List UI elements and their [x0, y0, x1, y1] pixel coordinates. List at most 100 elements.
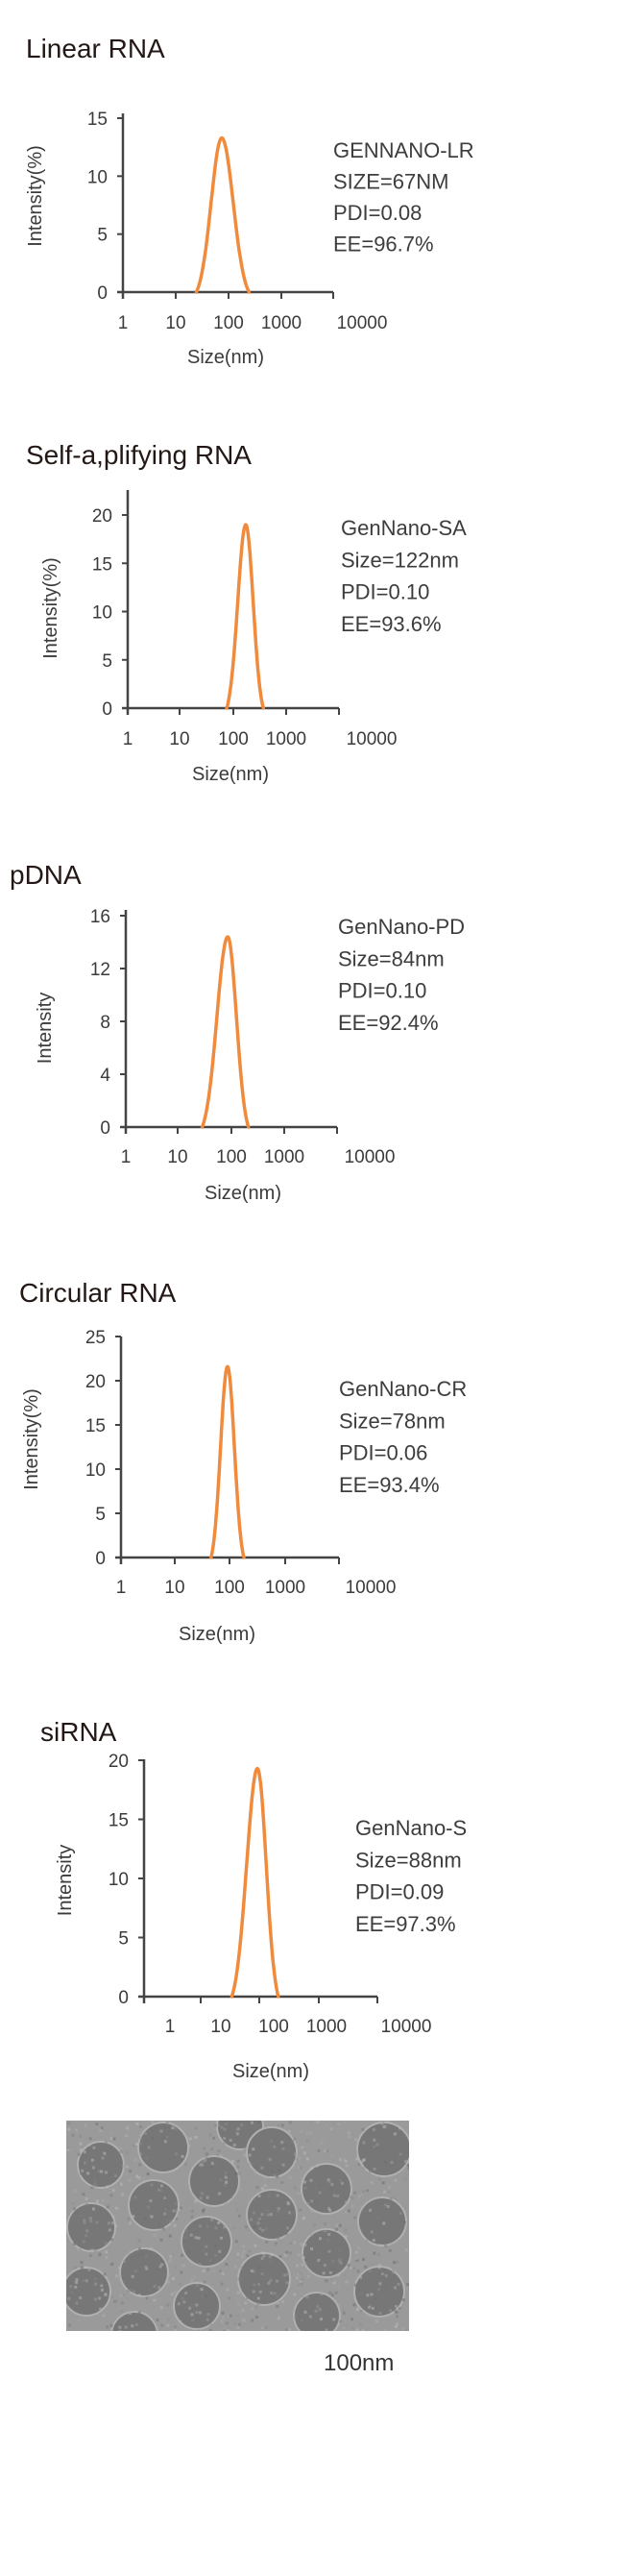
noise-speck: [234, 2201, 238, 2205]
noise-speck: [344, 2159, 348, 2163]
noise-speck: [277, 2317, 280, 2320]
noise-speck: [235, 2208, 239, 2212]
noise-speck: [67, 2312, 71, 2316]
noise-speck: [206, 2268, 210, 2271]
noise-speck: [224, 2175, 228, 2179]
noise-speck: [88, 2254, 92, 2258]
noise-speck: [219, 2236, 223, 2240]
noise-speck: [178, 2208, 181, 2211]
noise-speck: [362, 2166, 366, 2170]
noise-speck: [244, 2225, 248, 2229]
noise-speck: [237, 2214, 241, 2218]
noise-speck: [365, 2314, 369, 2318]
noise-speck: [265, 2240, 269, 2244]
noise-speck: [326, 2149, 329, 2153]
noise-speck: [374, 2147, 378, 2150]
nanoparticle: [293, 2292, 341, 2331]
noise-speck: [93, 2184, 97, 2188]
x-axis-label: Size(nm): [187, 347, 264, 368]
noise-speck: [281, 2147, 285, 2150]
noise-speck: [343, 2121, 347, 2124]
noise-speck: [163, 2212, 167, 2216]
noise-speck: [394, 2325, 398, 2328]
noise-speck: [240, 2122, 244, 2126]
legend-line: SIZE=67NM: [333, 170, 448, 194]
noise-speck: [221, 2316, 225, 2319]
noise-speck: [151, 2136, 155, 2140]
noise-speck: [317, 2149, 321, 2152]
noise-speck: [298, 2253, 302, 2257]
noise-speck: [264, 2229, 268, 2233]
noise-speck: [310, 2209, 314, 2213]
noise-speck: [163, 2140, 167, 2144]
noise-speck: [326, 2238, 330, 2242]
noise-speck: [212, 2136, 215, 2140]
noise-speck: [213, 2245, 217, 2248]
noise-speck: [109, 2243, 112, 2246]
noise-speck: [80, 2171, 83, 2175]
noise-speck: [310, 2233, 313, 2237]
noise-speck: [205, 2196, 209, 2199]
noise-speck: [170, 2293, 174, 2296]
noise-speck: [107, 2221, 110, 2225]
y-tick-label: 5: [118, 1929, 129, 1950]
noise-speck: [257, 2217, 261, 2220]
noise-speck: [133, 2158, 137, 2162]
noise-speck: [137, 2176, 141, 2180]
noise-speck: [296, 2264, 299, 2268]
nanoparticle: [302, 2228, 351, 2278]
noise-speck: [71, 2133, 75, 2137]
noise-speck: [135, 2262, 139, 2266]
noise-speck: [217, 2149, 221, 2152]
noise-speck: [94, 2297, 98, 2301]
noise-speck: [317, 2258, 321, 2262]
noise-speck: [85, 2203, 88, 2207]
noise-speck: [165, 2136, 169, 2139]
noise-speck: [260, 2213, 264, 2217]
noise-speck: [399, 2212, 402, 2215]
noise-speck: [246, 2254, 250, 2258]
noise-speck: [330, 2154, 334, 2158]
noise-speck: [163, 2196, 167, 2200]
noise-speck: [81, 2169, 85, 2172]
y-tick-label: 0: [102, 699, 112, 720]
noise-speck: [110, 2221, 114, 2225]
noise-speck: [322, 2271, 326, 2275]
noise-speck: [287, 2148, 291, 2152]
noise-speck: [91, 2166, 95, 2170]
noise-speck: [137, 2311, 141, 2315]
noise-speck: [205, 2252, 208, 2256]
noise-speck: [256, 2221, 260, 2225]
noise-speck: [166, 2323, 170, 2327]
noise-speck: [305, 2157, 309, 2161]
noise-speck: [129, 2170, 132, 2173]
noise-speck: [142, 2177, 146, 2181]
noise-speck: [337, 2259, 341, 2263]
noise-speck: [103, 2151, 107, 2155]
noise-speck: [157, 2325, 161, 2329]
legend-line: EE=97.3%: [355, 1912, 456, 1936]
noise-speck: [223, 2183, 227, 2187]
noise-speck: [406, 2164, 409, 2167]
size-distribution-curve: [209, 1364, 246, 1559]
noise-speck: [194, 2126, 198, 2130]
noise-speck: [173, 2223, 177, 2227]
noise-speck: [320, 2318, 323, 2321]
y-tick-label: 8: [100, 1013, 110, 1033]
noise-speck: [350, 2266, 353, 2269]
noise-speck: [101, 2156, 105, 2160]
noise-speck: [381, 2147, 385, 2151]
noise-speck: [348, 2264, 351, 2268]
noise-speck: [283, 2123, 287, 2127]
noise-speck: [101, 2198, 105, 2202]
noise-speck: [273, 2173, 277, 2177]
noise-speck: [399, 2307, 403, 2311]
noise-speck: [397, 2282, 400, 2286]
noise-speck: [88, 2137, 92, 2141]
noise-speck: [303, 2186, 307, 2190]
noise-speck: [329, 2127, 333, 2131]
size-distribution-curve: [229, 1766, 280, 1999]
noise-speck: [385, 2216, 389, 2220]
noise-speck: [283, 2236, 287, 2240]
noise-speck: [382, 2221, 386, 2225]
